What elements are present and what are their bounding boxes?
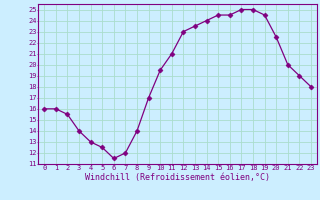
X-axis label: Windchill (Refroidissement éolien,°C): Windchill (Refroidissement éolien,°C) (85, 173, 270, 182)
